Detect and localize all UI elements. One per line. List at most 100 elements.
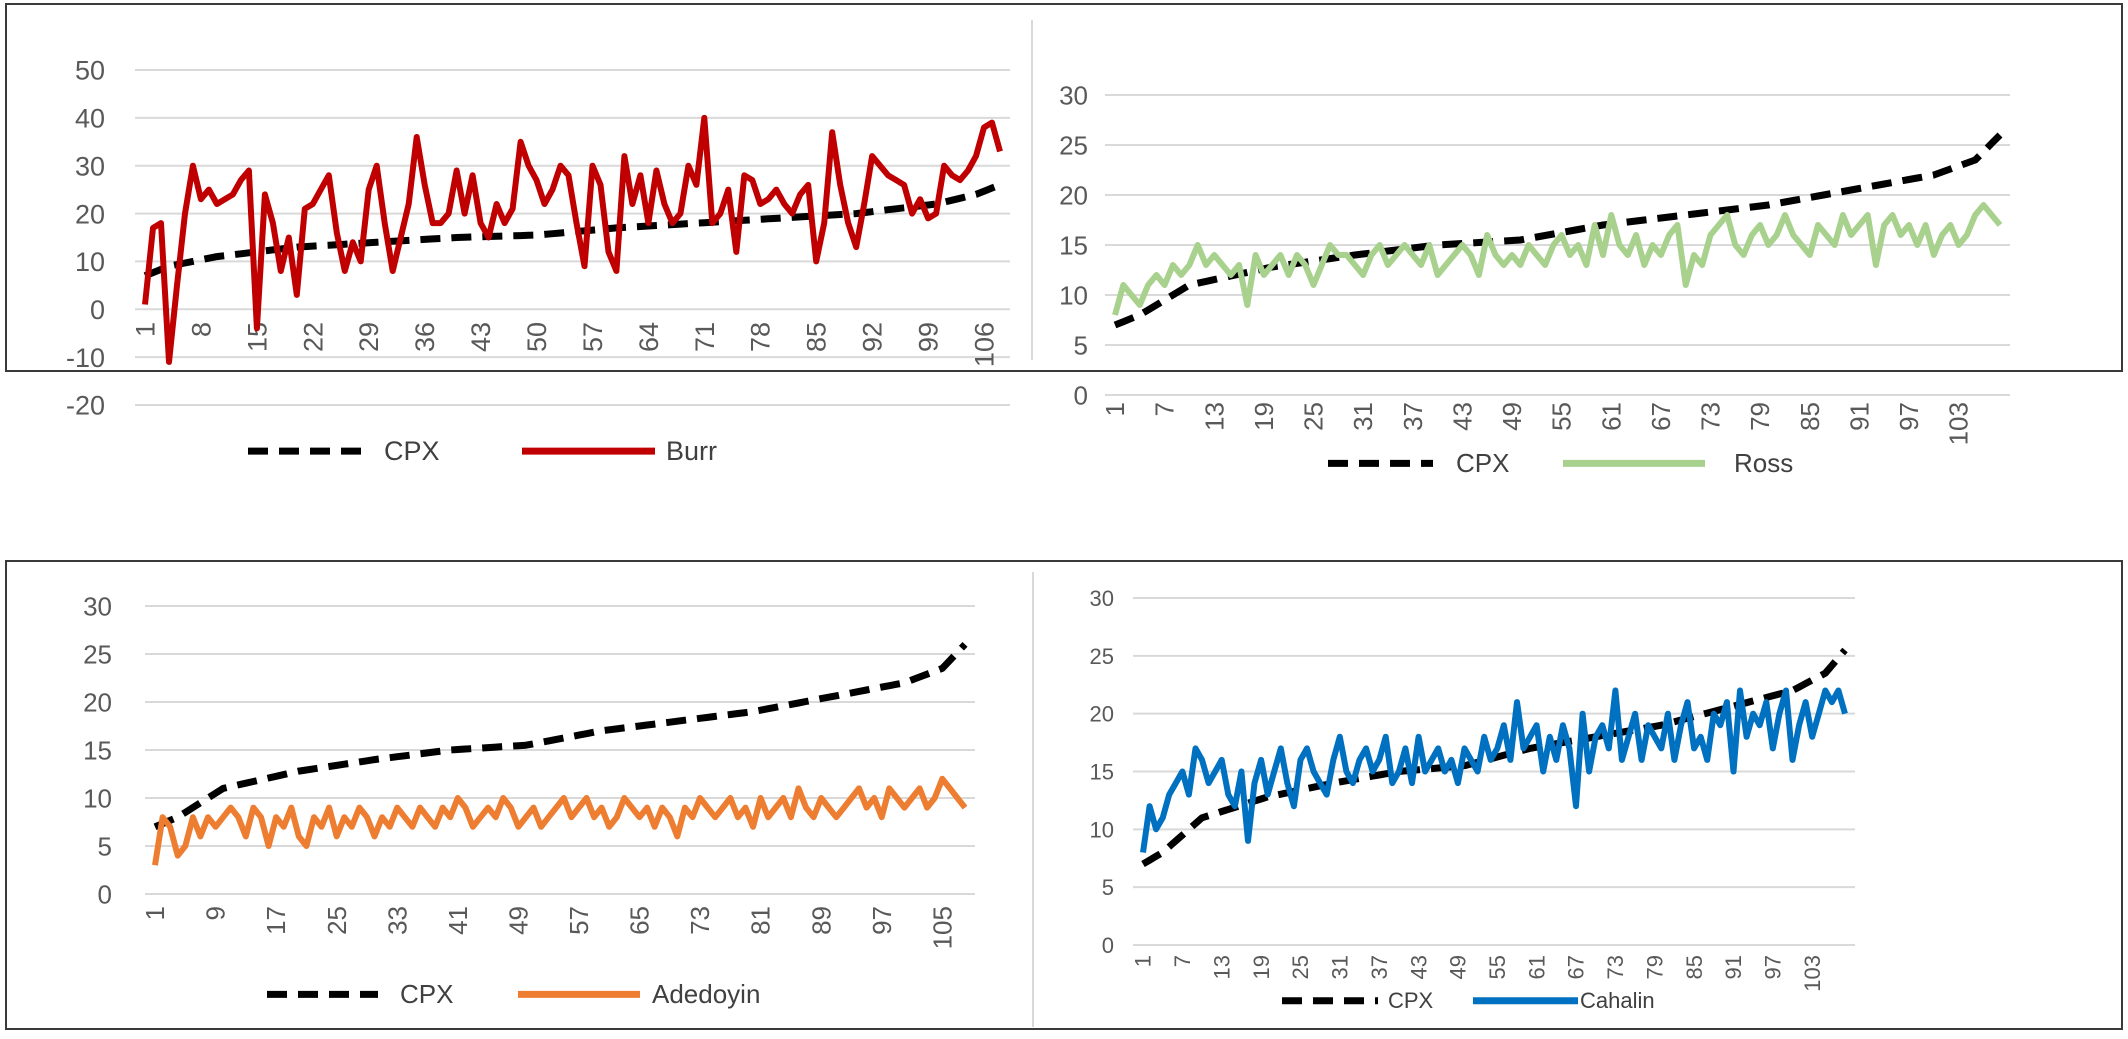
- x-tick-label: 81: [746, 906, 776, 935]
- x-tick-label: 19: [1249, 955, 1274, 979]
- y-tick-label: 10: [75, 247, 105, 277]
- y-tick-label: 10: [1059, 280, 1088, 310]
- x-tick-label: 91: [1844, 402, 1874, 431]
- legend-label-adedoyin: Adedoyin: [652, 979, 760, 1009]
- x-tick-label: 43: [1447, 402, 1477, 431]
- x-tick-label: 9: [201, 906, 231, 920]
- x-tick-label: 33: [382, 906, 412, 935]
- x-tick-label: 97: [1761, 955, 1786, 979]
- legend-label-ross: Ross: [1734, 448, 1793, 478]
- x-tick-label: 57: [578, 322, 608, 352]
- legend-label-cahalin: Cahalin: [1580, 988, 1655, 1013]
- x-tick-label: 1: [1100, 402, 1130, 416]
- bottom-figure-divider: [1032, 572, 1034, 1027]
- y-tick-label: 5: [98, 831, 112, 861]
- x-tick-label: 85: [1682, 955, 1707, 979]
- x-tick-label: 78: [746, 322, 776, 352]
- chart-adedoyin: 0 5 10 15 20 25 30 1 9 17 25 33 41 49 57 65 73 81 89 97 105 C…: [83, 591, 975, 1009]
- y-tick-label: 20: [83, 687, 112, 717]
- x-tick-label: 43: [1406, 955, 1431, 979]
- y-tick-label: 15: [1059, 230, 1088, 260]
- y-tick-label: -20: [66, 391, 105, 421]
- x-tick-label: 36: [410, 322, 440, 352]
- y-tick-label: 0: [1102, 933, 1114, 958]
- y-tick-label: 25: [83, 639, 112, 669]
- series-line-cpx: [153, 641, 968, 831]
- series-line-cpx: [143, 181, 1002, 280]
- x-tick-label: 25: [1288, 955, 1313, 979]
- x-tick-label: 22: [298, 322, 328, 352]
- bottom-figure-frame: [5, 560, 2123, 1030]
- series-line-burr: [142, 114, 1003, 365]
- x-tick-label: 1: [140, 906, 170, 920]
- x-tick-label: 31: [1348, 402, 1378, 431]
- x-tick-label: 64: [634, 322, 664, 352]
- x-tick-label: 105: [927, 906, 957, 949]
- x-tick-label: 106: [969, 322, 999, 367]
- x-tick-label: 43: [466, 322, 496, 352]
- y-tick-label: 30: [75, 151, 105, 181]
- y-tick-label: 30: [83, 591, 112, 621]
- legend-label-cpx: CPX: [384, 436, 440, 466]
- x-tick-label: 89: [806, 906, 836, 935]
- x-tick-label: 37: [1367, 955, 1392, 979]
- x-tick-label: 29: [354, 322, 384, 352]
- legend-label-cpx: CPX: [400, 979, 453, 1009]
- series-line-cahalin: [1140, 687, 1848, 853]
- y-tick-label: 20: [1090, 702, 1114, 727]
- y-tick-label: 30: [1059, 80, 1088, 110]
- y-tick-label: 25: [1059, 130, 1088, 160]
- x-tick-label: 65: [625, 906, 655, 935]
- x-tick-label: 7: [1170, 955, 1195, 967]
- x-tick-label: 8: [186, 322, 216, 337]
- x-tick-label: 57: [564, 906, 594, 935]
- x-tick-label: 1: [130, 322, 160, 337]
- y-tick-label: 15: [1090, 759, 1114, 784]
- x-tick-label: 31: [1328, 955, 1353, 979]
- x-tick-label: 79: [1642, 955, 1667, 979]
- x-tick-label: 73: [1696, 402, 1726, 431]
- legend-label-cpx: CPX: [1456, 448, 1509, 478]
- x-tick-label: 103: [1944, 402, 1974, 445]
- x-tick-label: 41: [443, 906, 473, 935]
- x-tick-label: 49: [1446, 955, 1471, 979]
- x-tick-label: 79: [1745, 402, 1775, 431]
- top-figure-frame: [5, 3, 2123, 372]
- series-line-adedoyin: [152, 775, 968, 866]
- x-tick-label: 103: [1800, 955, 1825, 992]
- x-tick-label: 7: [1150, 402, 1180, 416]
- x-tick-label: 71: [690, 322, 720, 352]
- x-tick-label: 97: [867, 906, 897, 935]
- y-tick-label: 20: [75, 199, 105, 229]
- x-tick-label: 1: [1131, 955, 1156, 967]
- series-line-ross: [1112, 202, 2003, 316]
- y-tick-label: 10: [83, 783, 112, 813]
- y-tick-label: 20: [1059, 180, 1088, 210]
- y-tick-label: 5: [1102, 875, 1114, 900]
- x-tick-label: 85: [802, 322, 832, 352]
- y-tick-label: -10: [66, 343, 105, 373]
- x-tick-label: 49: [503, 906, 533, 935]
- x-tick-label: 61: [1596, 402, 1626, 431]
- x-tick-label: 73: [1603, 955, 1628, 979]
- y-tick-label: 0: [90, 295, 105, 325]
- legend-label-cpx: CPX: [1388, 988, 1434, 1013]
- top-figure-divider: [1031, 20, 1033, 360]
- x-tick-label: 67: [1646, 402, 1676, 431]
- x-tick-label: 50: [522, 322, 552, 352]
- x-tick-label: 73: [685, 906, 715, 935]
- y-tick-label: 10: [1090, 817, 1114, 842]
- x-tick-label: 55: [1485, 955, 1510, 979]
- x-tick-label: 55: [1547, 402, 1577, 431]
- x-tick-label: 99: [914, 322, 944, 352]
- x-tick-label: 91: [1721, 955, 1746, 979]
- y-tick-label: 5: [1074, 330, 1088, 360]
- x-tick-label: 19: [1249, 402, 1279, 431]
- x-tick-label: 17: [261, 906, 291, 935]
- y-tick-label: 30: [1090, 586, 1114, 611]
- x-tick-label: 67: [1564, 955, 1589, 979]
- y-tick-label: 40: [75, 104, 105, 134]
- x-tick-label: 25: [1299, 402, 1329, 431]
